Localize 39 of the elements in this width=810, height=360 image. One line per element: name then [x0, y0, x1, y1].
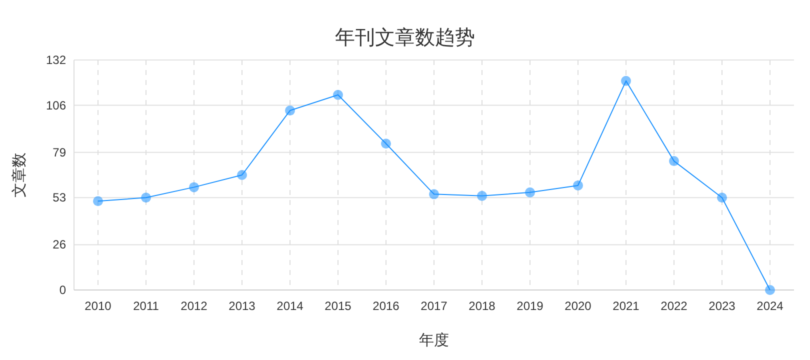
x-tick-label: 2016 [372, 299, 400, 313]
point [189, 182, 199, 192]
x-tick-label: 2011 [133, 299, 160, 313]
point [237, 170, 247, 180]
x-tick-label: 2012 [180, 299, 208, 313]
point [765, 285, 775, 295]
point [141, 192, 151, 203]
x-tick-label: 2023 [708, 299, 736, 313]
x-tick-label: 2013 [228, 299, 256, 313]
y-tick-label: 0 [59, 283, 66, 297]
x-tick-label: 2014 [276, 299, 304, 313]
point [285, 106, 295, 116]
point [717, 192, 727, 203]
y-tick-label: 132 [46, 53, 66, 67]
x-axis-title: 年度 [419, 332, 449, 349]
point [429, 189, 439, 200]
x-tick-label: 2022 [660, 299, 688, 313]
y-tick-label: 26 [52, 238, 66, 252]
point [93, 196, 103, 206]
x-tick-label: 2019 [516, 299, 544, 313]
point [669, 156, 679, 166]
point [333, 90, 343, 100]
chart-title: 年刊文章数趋势 [335, 27, 475, 49]
x-tick-label: 2020 [564, 299, 592, 313]
x-tick-label: 2017 [420, 299, 448, 313]
y-tick-label: 53 [52, 190, 66, 205]
x-tick-label: 2010 [84, 299, 112, 313]
x-tick-label: 2021 [612, 299, 640, 313]
x-tick-label: 2024 [756, 299, 784, 313]
x-tick-label: 2018 [468, 299, 496, 313]
point [477, 190, 487, 201]
y-axis-title: 文章数 [11, 152, 28, 198]
y-tick-label: 106 [46, 98, 66, 112]
point [381, 138, 391, 149]
point [573, 180, 583, 190]
x-tick-label: 2015 [324, 299, 352, 313]
y-tick-label: 79 [52, 145, 66, 160]
point [525, 187, 535, 198]
point [621, 76, 631, 86]
